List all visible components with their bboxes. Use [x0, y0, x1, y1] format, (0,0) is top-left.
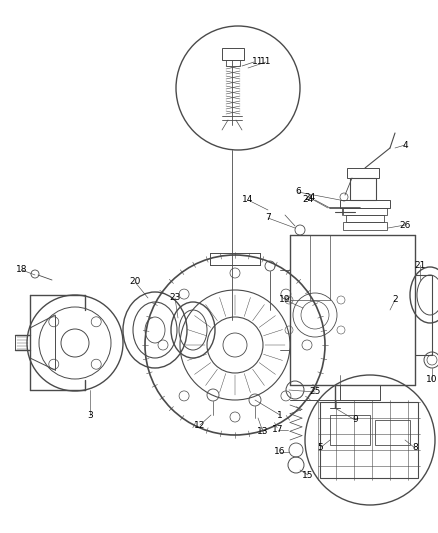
Bar — [226, 60, 240, 66]
Text: 24: 24 — [302, 196, 314, 205]
Bar — [320, 402, 418, 478]
Text: 11: 11 — [252, 58, 264, 67]
Bar — [375, 420, 410, 445]
Bar — [330, 415, 370, 445]
Text: 19: 19 — [279, 295, 291, 304]
Text: 13: 13 — [257, 427, 269, 437]
Bar — [346, 215, 384, 222]
Bar — [222, 48, 244, 60]
Text: 18: 18 — [16, 265, 28, 274]
Text: 26: 26 — [399, 221, 411, 230]
Text: 3: 3 — [87, 410, 93, 419]
Text: 9: 9 — [352, 416, 358, 424]
Bar — [340, 200, 390, 208]
Bar — [350, 178, 376, 200]
Bar — [347, 168, 379, 178]
Text: 15: 15 — [302, 471, 314, 480]
Text: 7: 7 — [265, 214, 271, 222]
Text: 16: 16 — [274, 448, 286, 456]
Text: 17: 17 — [272, 425, 284, 434]
Bar — [343, 222, 387, 230]
Text: 25: 25 — [309, 387, 321, 397]
Text: 5: 5 — [317, 443, 323, 453]
Text: 14: 14 — [242, 196, 254, 205]
Text: 8: 8 — [412, 443, 418, 453]
Text: 24: 24 — [304, 193, 316, 203]
Text: 11: 11 — [260, 58, 272, 67]
Text: 6: 6 — [295, 188, 301, 197]
Text: 21: 21 — [414, 261, 426, 270]
Text: 12: 12 — [194, 421, 206, 430]
Text: 20: 20 — [129, 278, 141, 287]
Text: 10: 10 — [426, 376, 438, 384]
Bar — [343, 208, 387, 215]
Text: 1: 1 — [277, 410, 283, 419]
Text: 23: 23 — [170, 294, 181, 303]
Text: 4: 4 — [402, 141, 408, 149]
Text: 2: 2 — [392, 295, 398, 304]
